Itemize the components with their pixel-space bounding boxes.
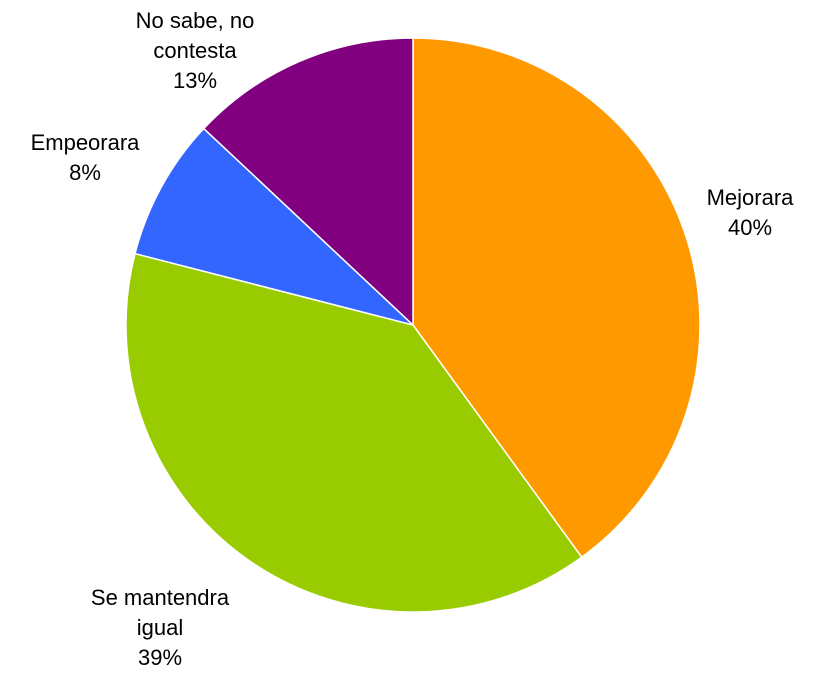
- slice-label-no-sabe-no: No sabe, no contesta 13%: [136, 8, 255, 93]
- pie-slices: [125, 37, 701, 613]
- slice-label-line: Mejorara: [707, 185, 795, 210]
- slice-label-line: 8%: [69, 160, 101, 185]
- pie-labels: Mejorara 40% Se mantendra igual 39% Empeorara…: [31, 8, 795, 670]
- slice-label-line: 13%: [173, 68, 217, 93]
- slice-label-mejorara: Mejorara 40%: [707, 185, 795, 240]
- slice-label-line: Se mantendra: [91, 585, 230, 610]
- slice-label-line: No sabe, no: [136, 8, 255, 33]
- slice-label-line: 40%: [728, 215, 772, 240]
- pie-slice-se-mantendra: [125, 252, 583, 613]
- slice-label-se-mantendra: Se mantendra igual 39%: [91, 585, 230, 670]
- slice-label-line: igual: [137, 615, 183, 640]
- pie-slice-mejorara: [412, 37, 701, 559]
- slice-label-line: Empeorara: [31, 130, 141, 155]
- slice-label-empeorara: Empeorara 8%: [31, 130, 141, 185]
- slice-label-line: 39%: [138, 645, 182, 670]
- slice-label-line: contesta: [153, 38, 237, 63]
- pie-slice-empeorara: [134, 127, 414, 326]
- pie-slice-no-sabe-no: [202, 37, 414, 327]
